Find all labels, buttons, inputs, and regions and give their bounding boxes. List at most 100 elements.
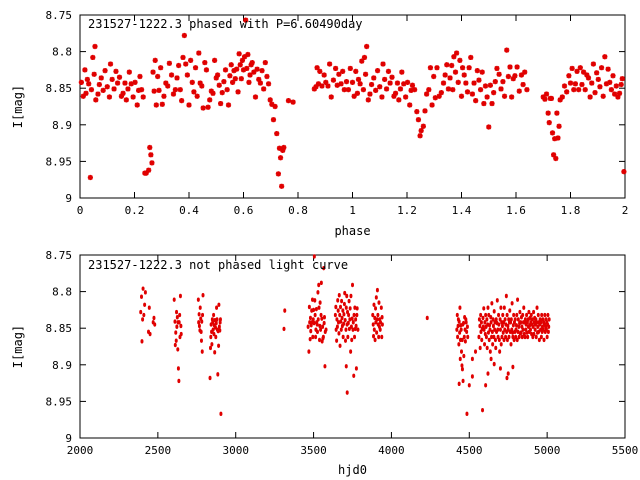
- phased-data-point: [151, 88, 157, 94]
- phased-data-point: [216, 82, 222, 88]
- unphased-data-point: [380, 322, 384, 327]
- unphased-data-point: [338, 312, 342, 318]
- phased-data-point: [359, 58, 365, 64]
- unphased-data-point: [339, 327, 343, 332]
- unphased-data-point: [347, 312, 351, 318]
- unphased-data-point: [352, 312, 356, 318]
- phased-data-point: [429, 102, 435, 108]
- phased-data-point: [444, 62, 450, 68]
- phased-x-tick-label: 0: [77, 204, 84, 217]
- unphased-data-point: [494, 317, 498, 322]
- phased-data-point: [243, 17, 249, 23]
- unphased-data-point: [499, 305, 503, 310]
- unphased-data-point: [519, 320, 523, 325]
- unphased-data-point: [542, 337, 546, 343]
- phased-data-point: [436, 93, 442, 99]
- unphased-data-point: [457, 342, 461, 347]
- unphased-x-tick: 4500: [456, 255, 483, 457]
- phased-x-tick: 0: [77, 15, 84, 217]
- unphased-y-axis-label: I[mag]: [11, 325, 25, 368]
- phased-data-point: [618, 81, 624, 88]
- unphased-data-point: [340, 298, 344, 304]
- unphased-data-point: [516, 329, 520, 335]
- unphased-data-point: [176, 366, 180, 371]
- phased-data-point: [615, 94, 621, 100]
- phased-data-point: [341, 87, 347, 93]
- phased-data-point: [290, 99, 296, 105]
- phased-data-point: [183, 61, 189, 67]
- phased-data-point: [383, 86, 390, 92]
- phased-data-point: [579, 81, 585, 88]
- phased-data-point: [158, 65, 164, 71]
- phased-x-tick: 0.8: [288, 15, 308, 217]
- unphased-data-point: [485, 317, 489, 322]
- unphased-data-point: [536, 312, 540, 318]
- phased-x-tick: 0.4: [179, 15, 199, 217]
- unphased-data-point: [518, 309, 522, 315]
- phased-data-point: [501, 93, 508, 99]
- phased-data-point: [123, 97, 129, 103]
- unphased-data-point: [467, 383, 471, 388]
- unphased-data-point: [519, 330, 523, 335]
- unphased-data-point: [490, 334, 494, 340]
- unphased-data-point: [321, 324, 325, 329]
- phased-data-point: [122, 80, 128, 86]
- unphased-data-point: [525, 330, 529, 335]
- phased-data-point: [458, 93, 465, 99]
- phased-data-point: [319, 83, 325, 89]
- unphased-data-point: [342, 321, 346, 327]
- unphased-y-tick: 8.9: [52, 359, 625, 372]
- phased-data-point: [351, 93, 357, 99]
- phased-x-tick: 0.2: [125, 15, 144, 217]
- phased-data-point: [152, 57, 158, 63]
- unphased-data-point: [339, 304, 343, 310]
- phased-data-point: [189, 79, 195, 85]
- phased-data-point: [468, 54, 474, 61]
- unphased-data-point: [533, 327, 537, 332]
- phased-data-point: [95, 91, 101, 97]
- unphased-data-point: [141, 286, 145, 291]
- phased-data-point: [259, 68, 265, 74]
- unphased-data-point: [335, 324, 339, 329]
- phased-data-point: [414, 109, 420, 115]
- unphased-data-point: [513, 317, 517, 322]
- phased-data-point: [449, 62, 455, 69]
- unphased-data-point: [374, 295, 378, 300]
- phased-data-point: [389, 74, 395, 80]
- phased-data-point: [239, 57, 246, 63]
- unphased-data-point: [497, 312, 501, 318]
- phased-data-point: [197, 80, 203, 86]
- unphased-data-point: [483, 320, 487, 325]
- unphased-data-point: [356, 327, 360, 332]
- unphased-data-point: [503, 317, 507, 322]
- phased-data-point: [610, 73, 616, 79]
- phased-data-point: [113, 68, 119, 74]
- phased-data-point: [172, 87, 178, 93]
- unphased-data-point: [148, 331, 152, 337]
- phased-data-point: [111, 86, 117, 92]
- phased-data-point: [156, 87, 162, 93]
- phased-data-point: [551, 152, 557, 158]
- unphased-data-point: [523, 334, 527, 340]
- phased-data-point: [98, 75, 104, 81]
- unphased-data-point: [532, 309, 536, 315]
- phased-data-point: [514, 64, 520, 70]
- unphased-data-point: [504, 293, 508, 299]
- phased-data-point: [452, 69, 459, 75]
- unphased-data-point: [217, 324, 221, 329]
- unphased-data-point: [478, 323, 482, 329]
- phased-data-point: [484, 94, 490, 100]
- phased-data-point: [212, 57, 218, 63]
- phased-data-point: [572, 81, 579, 87]
- phased-chart-title: 231527-1222.3 phased with P=6.60490day: [88, 17, 363, 31]
- phased-data-point: [203, 67, 210, 73]
- phased-data-point: [545, 110, 551, 116]
- phased-data-point: [244, 65, 250, 72]
- phased-data-point: [140, 94, 146, 100]
- unphased-x-tick: 4000: [378, 255, 405, 457]
- phased-data-point: [222, 67, 229, 73]
- phased-x-tick: 1.6: [506, 15, 526, 217]
- unphased-data-point: [456, 323, 460, 329]
- phased-y-tick-label: 8.95: [46, 155, 73, 168]
- unphased-data-point: [492, 309, 496, 314]
